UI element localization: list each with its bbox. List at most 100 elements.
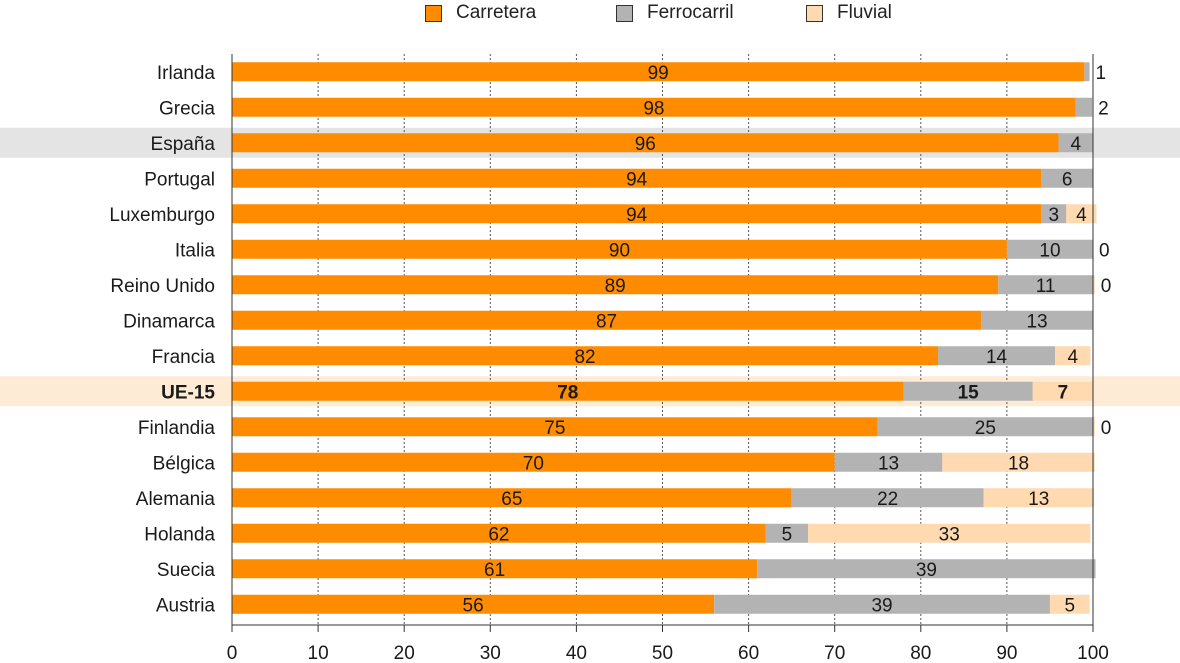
outside-label-italia: 0 [1099, 240, 1110, 261]
x-tick-label-20: 20 [394, 643, 415, 663]
bar-carretera-luxemburgo [232, 204, 1042, 224]
bar-fluvial-alemania [983, 488, 1094, 508]
legend-item-fluvial: Fluvial [806, 1, 892, 25]
bar-ferrocarril-holanda [765, 523, 809, 543]
bar-fluvial-belgica [942, 452, 1095, 472]
bar-carretera-italia [232, 239, 1007, 259]
category-label-irlanda: Irlanda [157, 63, 216, 84]
bar-carretera-dinamarca [232, 310, 982, 330]
bar-ferrocarril-portugal [1041, 168, 1093, 188]
bar-ferrocarril-grecia [1075, 97, 1093, 117]
bar-label-carretera-reino-unido: 89 [605, 276, 626, 297]
bar-carretera-portugal [232, 168, 1042, 188]
x-tick-label-0: 0 [227, 643, 238, 663]
bar-label-carretera-espana: 96 [635, 134, 656, 155]
category-label-reino-unido: Reino Unido [110, 276, 215, 297]
bar-ferrocarril-alemania [791, 488, 984, 508]
bar-label-fluvial-alemania: 13 [1028, 489, 1049, 510]
bar-label-carretera-grecia: 98 [643, 98, 664, 119]
bar-label-carretera-italia: 90 [609, 240, 630, 261]
category-label-grecia: Grecia [159, 98, 215, 119]
bar-fluvial-holanda [808, 523, 1091, 543]
category-label-finlandia: Finlandia [138, 418, 216, 439]
bar-ferrocarril-ue-15 [903, 381, 1033, 401]
bar-carretera-grecia [232, 97, 1076, 117]
bar-label-carretera-alemania: 65 [501, 489, 522, 510]
legend-swatch-ferrocarril [616, 4, 633, 22]
bar-label-carretera-irlanda: 99 [648, 63, 669, 84]
bar-label-carretera-luxemburgo: 94 [626, 205, 648, 226]
x-tick-label-80: 80 [910, 643, 931, 663]
bar-label-ferrocarril-italia: 10 [1039, 240, 1060, 261]
bar-fluvial-finlandia [1093, 417, 1095, 437]
bar-label-carretera-belgica: 70 [523, 453, 544, 474]
bar-carretera-belgica [232, 452, 835, 472]
bar-carretera-ue-15 [232, 381, 904, 401]
bar-ferrocarril-espana [1058, 133, 1093, 153]
legend: Carretera Ferrocarril Fluvial [0, 0, 1180, 28]
bar-label-ferrocarril-alemania: 22 [877, 489, 898, 510]
bar-label-carretera-francia: 82 [574, 347, 595, 368]
category-label-francia: Francia [152, 347, 216, 368]
bar-ferrocarril-italia [1006, 239, 1093, 259]
legend-label-ferrocarril: Ferrocarril [647, 2, 734, 23]
bar-label-ferrocarril-ue-15: 15 [958, 382, 980, 403]
category-label-portugal: Portugal [144, 169, 215, 190]
bar-fluvial-reino-unido [1093, 275, 1095, 295]
bar-fluvial-austria [1049, 594, 1090, 614]
bar-ferrocarril-luxemburgo [1041, 204, 1067, 224]
x-tick-label-60: 60 [738, 643, 759, 663]
category-label-italia: Italia [175, 240, 216, 261]
bar-carretera-irlanda [232, 62, 1085, 82]
category-label-dinamarca: Dinamarca [123, 311, 215, 332]
bar-label-ferrocarril-austria: 39 [871, 595, 892, 616]
category-label-luxemburgo: Luxemburgo [109, 205, 215, 226]
bar-label-carretera-holanda: 62 [488, 524, 509, 545]
bar-label-ferrocarril-espana: 4 [1070, 134, 1081, 155]
bar-fluvial-francia [1055, 346, 1091, 366]
bar-label-ferrocarril-luxemburgo: 3 [1049, 205, 1060, 226]
bar-ferrocarril-suecia [757, 559, 1096, 579]
outside-label-grecia: 2 [1098, 98, 1109, 119]
x-tick-label-40: 40 [566, 643, 587, 663]
bar-ferrocarril-francia [938, 346, 1056, 366]
x-tick-label-90: 90 [996, 643, 1017, 663]
category-label-holanda: Holanda [144, 524, 215, 545]
bar-carretera-austria [232, 594, 715, 614]
bar-carretera-holanda [232, 523, 766, 543]
bar-label-ferrocarril-holanda: 5 [782, 524, 793, 545]
bar-label-fluvial-holanda: 33 [939, 524, 960, 545]
bar-carretera-suecia [232, 559, 758, 579]
bar-label-ferrocarril-francia: 14 [986, 347, 1008, 368]
outside-label-irlanda: 1 [1096, 63, 1107, 84]
bar-label-fluvial-ue-15: 7 [1058, 382, 1069, 403]
x-tick-label-30: 30 [480, 643, 501, 663]
outside-label-finlandia: 0 [1101, 418, 1112, 439]
bar-carretera-finlandia [232, 417, 878, 437]
legend-swatch-carretera [425, 4, 442, 22]
bar-ferrocarril-austria [714, 594, 1050, 614]
bar-label-carretera-finlandia: 75 [544, 418, 565, 439]
legend-label-carretera: Carretera [456, 2, 537, 23]
bar-fluvial-luxemburgo [1066, 204, 1097, 224]
bar-fluvial-ue-15 [1032, 381, 1093, 401]
legend-item-carretera: Carretera [425, 1, 536, 25]
bar-label-fluvial-luxemburgo: 4 [1076, 205, 1087, 226]
bar-carretera-reino-unido [232, 275, 999, 295]
x-tick-label-70: 70 [824, 643, 845, 663]
category-label-espana: España [151, 134, 216, 155]
category-label-suecia: Suecia [157, 560, 216, 581]
bar-carretera-espana [232, 133, 1059, 153]
bar-label-carretera-portugal: 94 [626, 169, 648, 190]
x-tick-label-10: 10 [308, 643, 329, 663]
bar-label-ferrocarril-suecia: 39 [916, 560, 937, 581]
bar-ferrocarril-reino-unido [998, 275, 1093, 295]
outside-label-reino-unido: 0 [1101, 276, 1112, 297]
bar-label-ferrocarril-reino-unido: 11 [1036, 276, 1056, 297]
x-tick-label-100: 100 [1077, 643, 1109, 663]
legend-swatch-fluvial [806, 4, 823, 22]
bar-label-fluvial-austria: 5 [1064, 595, 1075, 616]
bar-label-carretera-ue-15: 78 [557, 382, 578, 403]
bar-label-carretera-suecia: 61 [484, 560, 505, 581]
bar-ferrocarril-dinamarca [981, 310, 1093, 330]
